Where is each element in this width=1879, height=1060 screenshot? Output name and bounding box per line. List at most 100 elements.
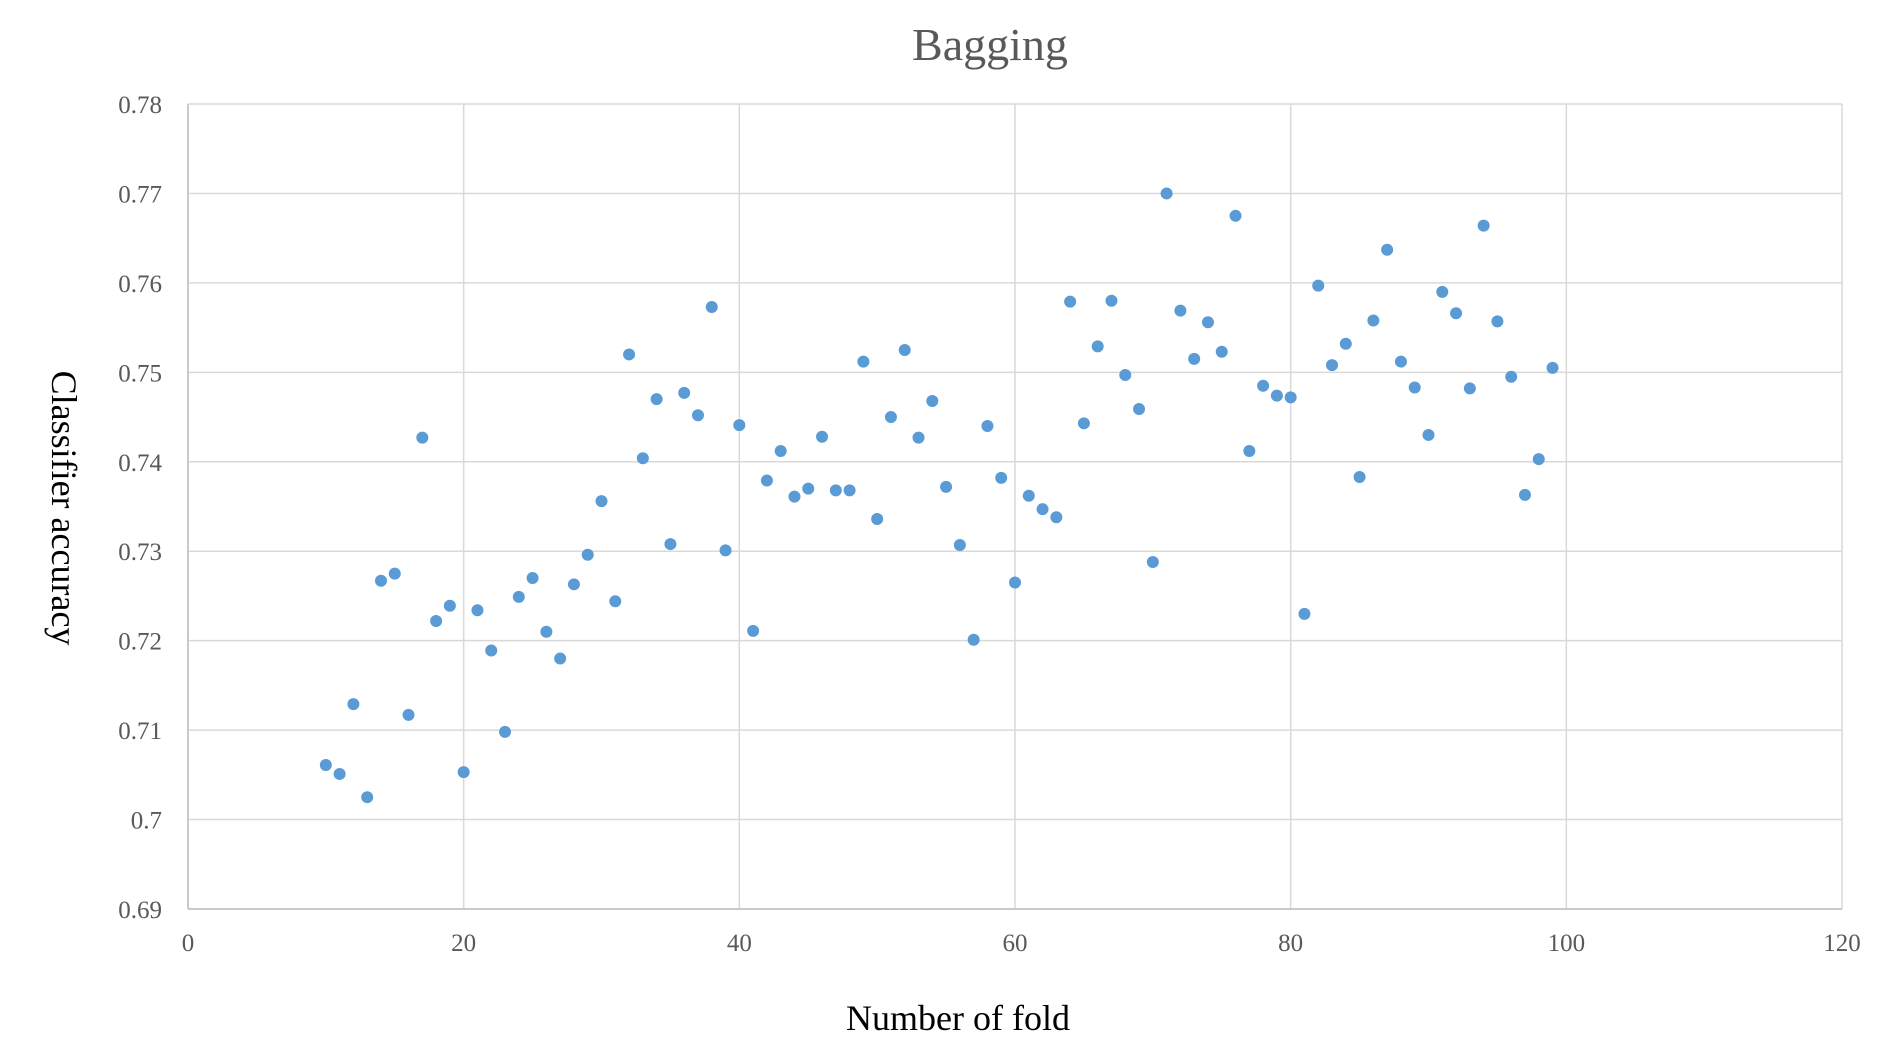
y-tick-label: 0.77 [118, 181, 162, 208]
scatter-point [1408, 381, 1421, 394]
scatter-point [319, 758, 332, 771]
scatter-point [1436, 285, 1449, 298]
chart-title: Bagging [912, 19, 1068, 70]
y-tick-label: 0.7 [131, 808, 162, 835]
scatter-point [747, 624, 760, 637]
scatter-point [457, 766, 470, 779]
scatter-point [554, 652, 567, 665]
scatter-point [1091, 340, 1104, 353]
scatter-point [1463, 382, 1476, 395]
scatter-point [512, 590, 525, 603]
scatter-point [912, 431, 925, 444]
scatter-point [1353, 470, 1366, 483]
scatter-point [678, 386, 691, 399]
scatter-point [416, 431, 429, 444]
scatter-point [1160, 187, 1173, 200]
scatter-point [347, 698, 360, 711]
scatter-point [1284, 391, 1297, 404]
scatter-point [664, 538, 677, 551]
scatter-point [1146, 555, 1159, 568]
y-tick-label: 0.73 [118, 539, 162, 566]
scatter-point [774, 445, 787, 458]
scatter-point [1036, 503, 1049, 516]
scatter-point [526, 572, 539, 585]
scatter-point [760, 474, 773, 487]
scatter-point [1022, 489, 1035, 502]
y-tick-label: 0.75 [118, 360, 162, 387]
gridlines [187, 103, 1843, 910]
scatter-point [1257, 379, 1270, 392]
scatter-point [581, 548, 594, 561]
scatter-point [1298, 607, 1311, 620]
scatter-point [995, 471, 1008, 484]
scatter-point [967, 633, 980, 646]
scatter-point [953, 538, 966, 551]
scatter-point [1491, 315, 1504, 328]
y-tick-label: 0.74 [118, 450, 162, 477]
scatter-point [499, 725, 512, 738]
scatter-point [926, 394, 939, 407]
y-tick-label: 0.69 [118, 897, 162, 924]
scatter-point [898, 343, 911, 356]
scatter-point [829, 484, 842, 497]
scatter-point [1119, 369, 1132, 382]
scatter-point [636, 452, 649, 465]
scatter-point [1064, 295, 1077, 308]
scatter-point [1546, 361, 1559, 374]
axes: 0.69 0.7 0.71 0.72 0.73 0.74 0.75 0.76 0.77 0.78 0… [118, 92, 1861, 957]
scatter-point [1367, 314, 1380, 327]
scatter-point [1312, 279, 1325, 292]
scatter-point [485, 644, 498, 657]
scatter-point [1201, 316, 1214, 329]
scatter-point [802, 482, 815, 495]
scatter-point [1339, 337, 1352, 350]
y-tick-label: 0.72 [118, 629, 162, 656]
scatter-point [691, 409, 704, 422]
scatter-point [333, 767, 346, 780]
x-tick-label: 0 [182, 930, 195, 957]
scatter-point [1174, 304, 1187, 317]
scatter-point [430, 614, 443, 627]
x-tick-label: 20 [451, 930, 476, 957]
scatter-point [567, 578, 580, 591]
scatter-point [1229, 209, 1242, 222]
x-axis-title: Number of fold [846, 998, 1070, 1038]
scatter-point [884, 411, 897, 424]
scatter-point [1422, 428, 1435, 441]
scatter-point [1270, 389, 1283, 402]
scatter-point [1050, 511, 1063, 524]
scatter-point [816, 430, 829, 443]
scatter-point [1450, 307, 1463, 320]
scatter-point [361, 791, 374, 804]
scatter-point [650, 393, 663, 406]
scatter-point [540, 625, 553, 638]
scatter-point [871, 513, 884, 526]
x-tick-label: 80 [1278, 930, 1303, 957]
scatter-point [1133, 403, 1146, 416]
scatter-point [981, 420, 994, 432]
scatter-point [1077, 417, 1090, 430]
scatter-point [1505, 370, 1518, 383]
scatter-point [1532, 453, 1545, 466]
scatter-point [1381, 243, 1394, 256]
scatter-point [388, 567, 401, 580]
scatter-point [443, 599, 456, 612]
data-points [319, 187, 1559, 804]
x-tick-label: 100 [1548, 930, 1586, 957]
y-axis-title: Classifier accuracy [44, 371, 84, 646]
scatter-point [788, 490, 801, 503]
scatter-point [1215, 345, 1228, 358]
scatter-point [471, 604, 484, 617]
scatter-point [857, 355, 870, 368]
scatter-point [733, 419, 746, 432]
x-tick-label: 40 [727, 930, 752, 957]
labels: Bagging Number of fold Classifier accura… [44, 19, 1070, 1038]
scatter-point [402, 708, 415, 721]
y-tick-label: 0.76 [118, 271, 162, 298]
scatter-point [1326, 359, 1339, 372]
scatter-point [1188, 352, 1201, 365]
scatter-point [1477, 219, 1490, 232]
scatter-point [609, 595, 622, 608]
scatter-point [623, 348, 636, 361]
